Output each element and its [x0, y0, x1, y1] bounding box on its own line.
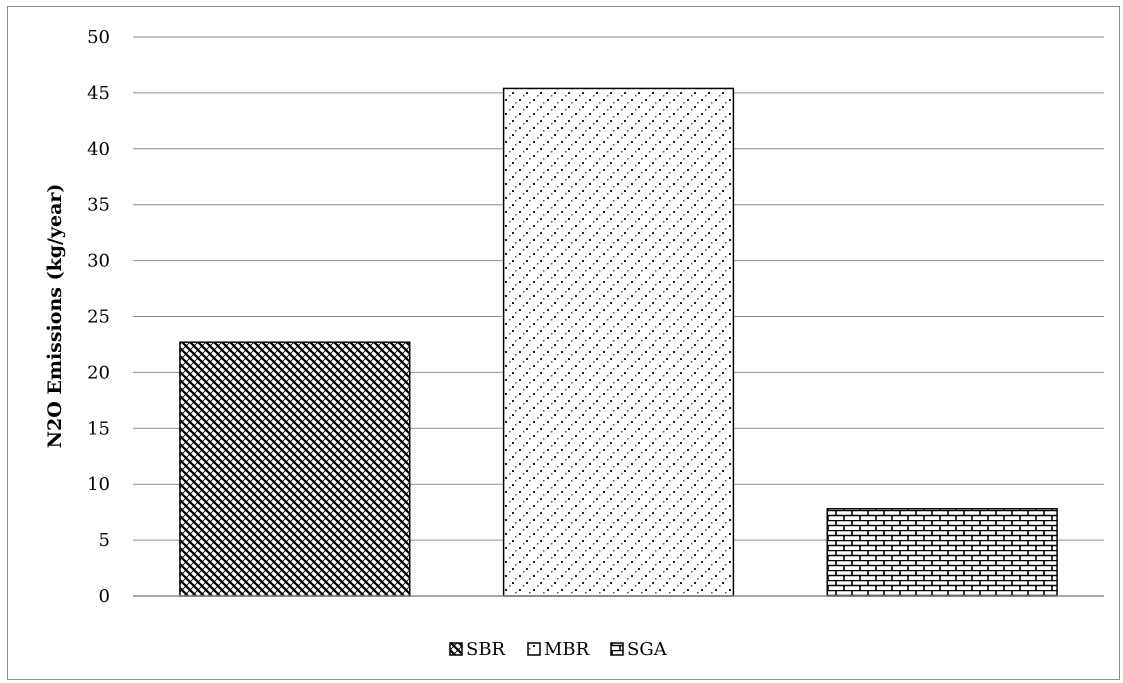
legend-label-sbr: SBR: [466, 639, 506, 660]
y-tick-label: 45: [87, 83, 110, 104]
legend-label-sga: SGA: [627, 639, 668, 660]
y-tick-label: 30: [87, 251, 110, 272]
y-axis-ticks: 0 5 10 15 20 25 30 35 40 45 50: [87, 27, 110, 607]
y-tick-label: 40: [87, 139, 110, 160]
bars: [179, 87, 1058, 597]
bar-sga: [826, 508, 1058, 597]
y-tick-label: 5: [99, 530, 110, 551]
y-tick-label: 10: [87, 474, 110, 495]
y-tick-label: 50: [87, 27, 110, 48]
legend-label-mbr: MBR: [544, 639, 590, 660]
y-tick-label: 35: [87, 195, 110, 216]
legend: SBR MBR SGA: [449, 639, 668, 660]
y-tick-label: 25: [87, 307, 110, 328]
bar-mbr: [502, 87, 735, 597]
y-tick-label: 15: [87, 418, 110, 439]
bar-sbr: [179, 341, 411, 597]
y-axis-label: N2O Emissions (kg/year): [44, 184, 66, 449]
y-tick-label: 0: [99, 586, 110, 607]
legend-swatch-sbr: [449, 642, 463, 656]
y-tick-label: 20: [87, 362, 110, 383]
legend-swatch-sga: [610, 642, 624, 656]
legend-swatch-mbr: [527, 642, 541, 656]
